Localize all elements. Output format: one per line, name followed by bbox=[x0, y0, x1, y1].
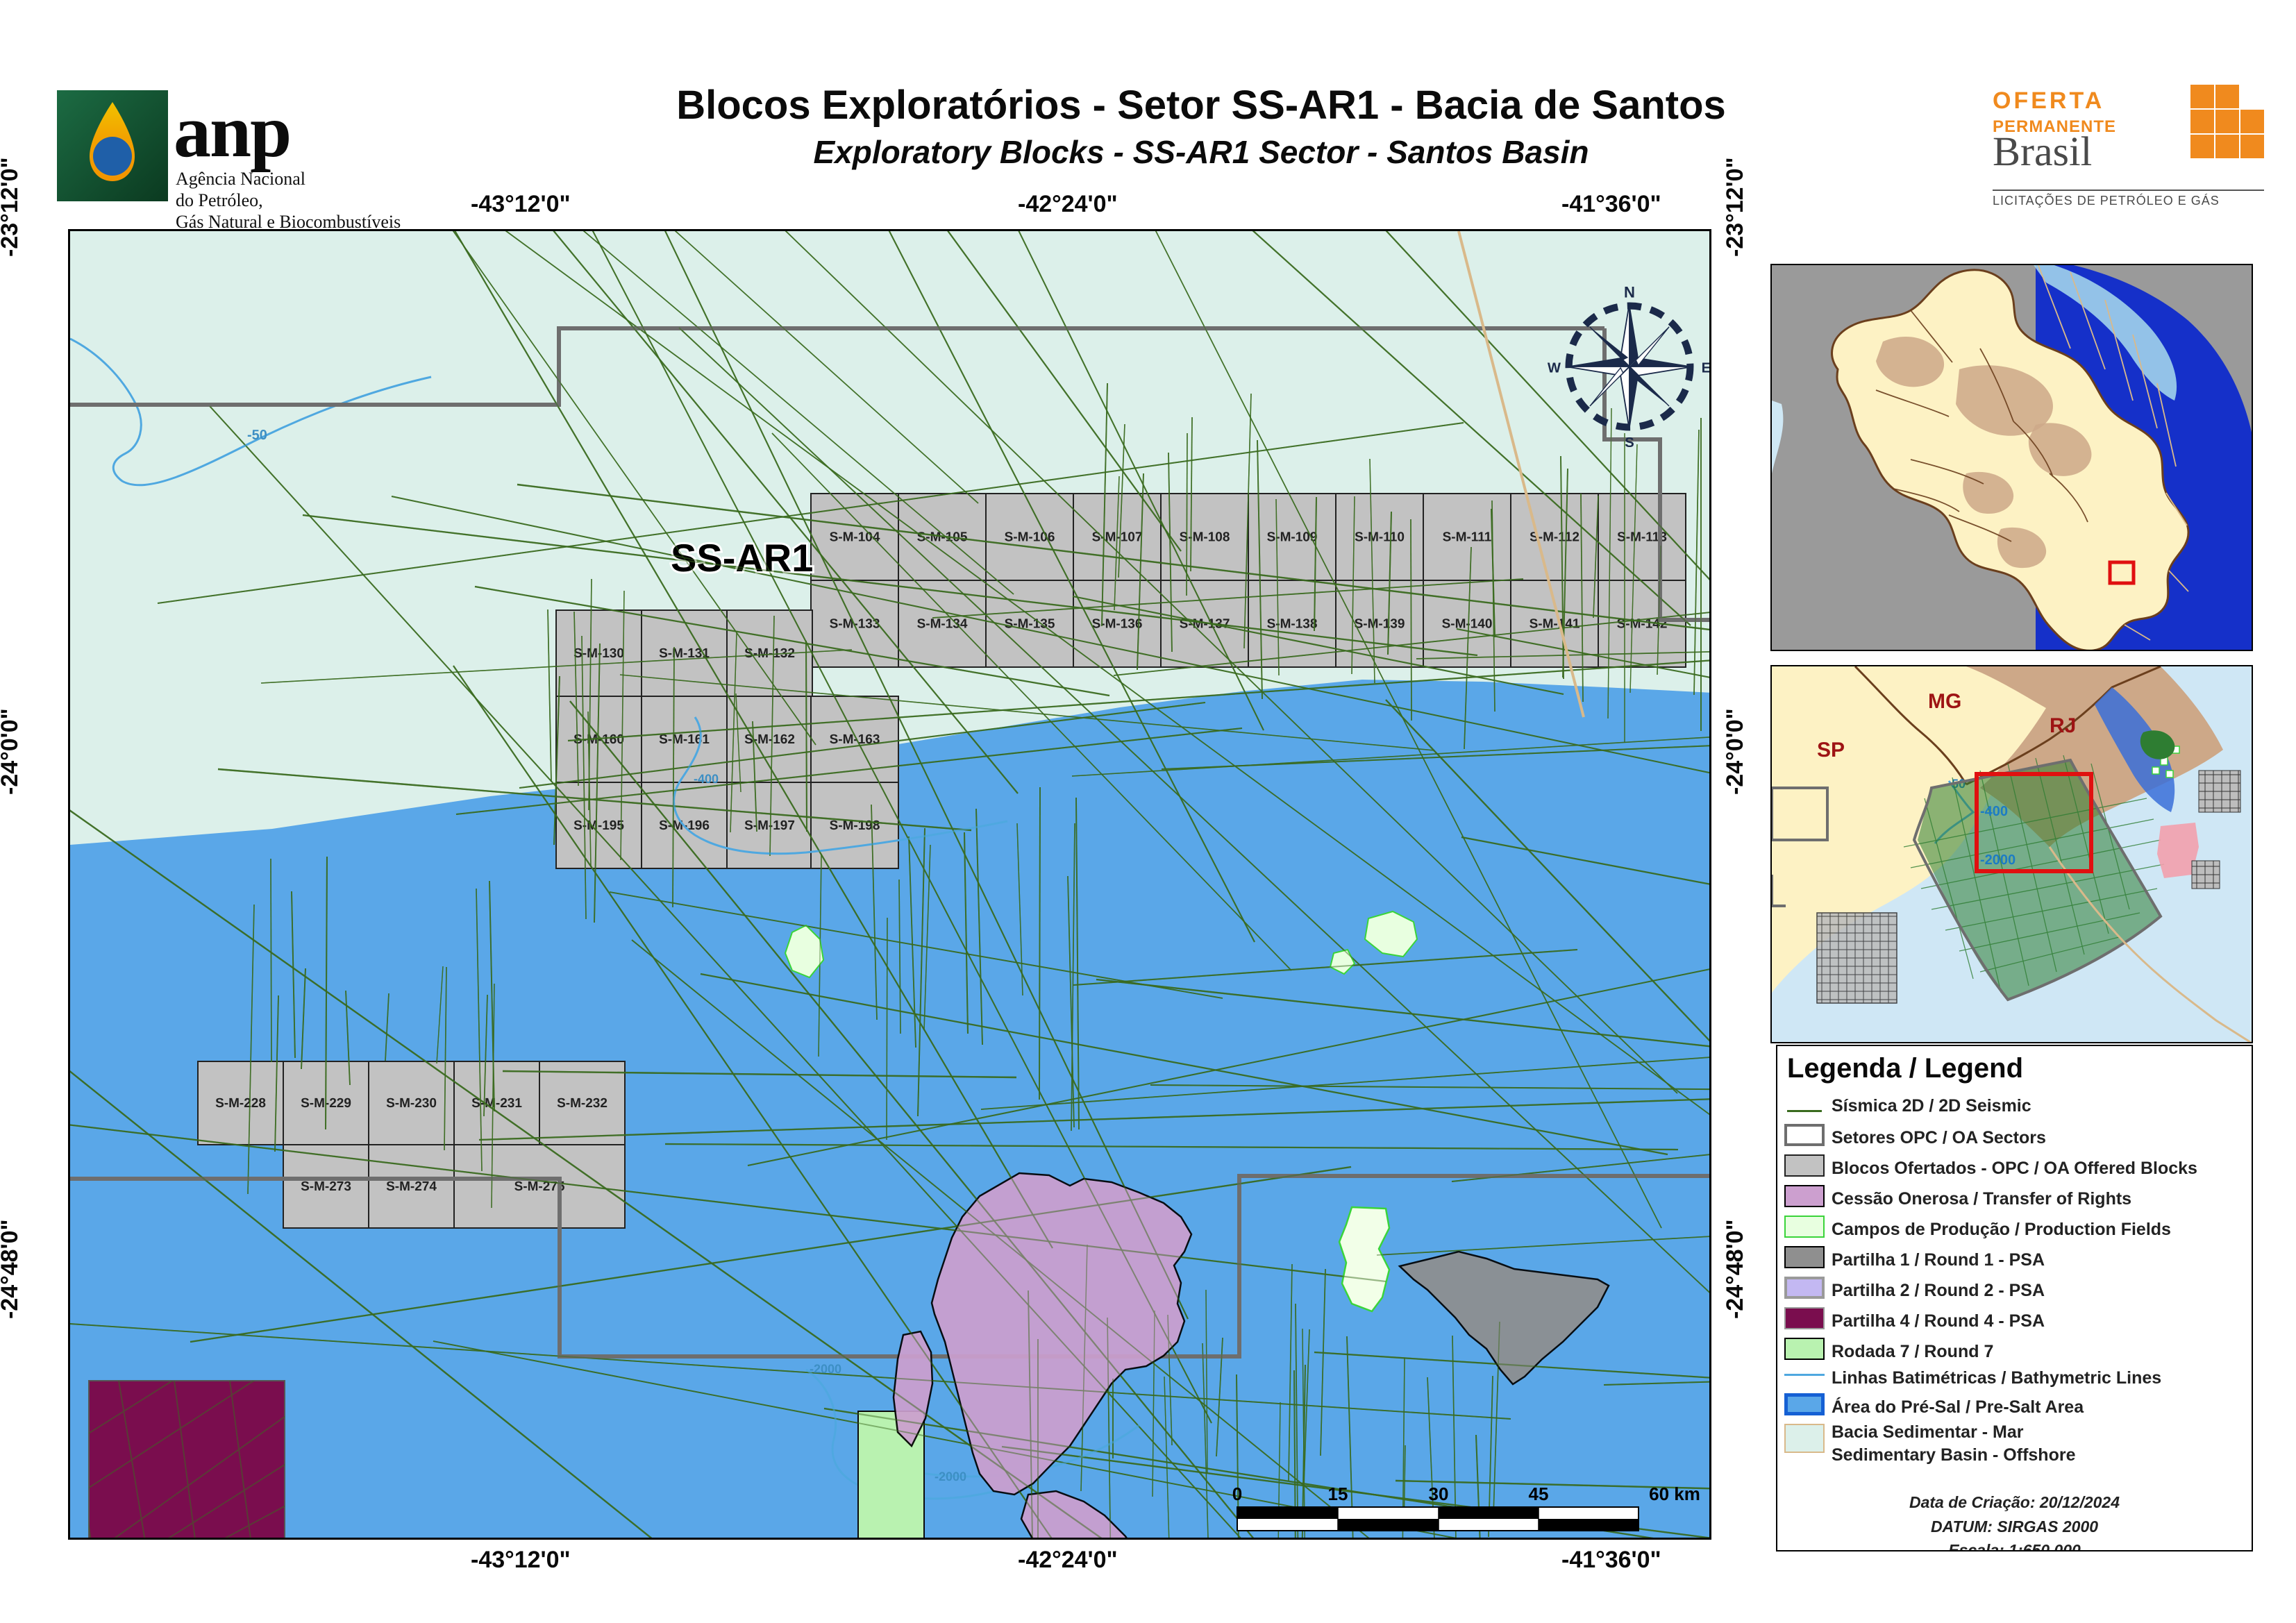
svg-text:S-M-162: S-M-162 bbox=[744, 732, 795, 747]
svg-text:S-M-197: S-M-197 bbox=[744, 818, 795, 833]
svg-text:-2000: -2000 bbox=[1980, 852, 2016, 868]
svg-text:S-M-139: S-M-139 bbox=[1355, 617, 1405, 632]
svg-text:S-M-274: S-M-274 bbox=[386, 1179, 437, 1194]
svg-text:15: 15 bbox=[1328, 1483, 1348, 1504]
svg-text:SP: SP bbox=[1817, 739, 1845, 762]
svg-text:RJ: RJ bbox=[2050, 714, 2076, 737]
svg-text:S: S bbox=[1625, 435, 1634, 451]
svg-text:S-M-230: S-M-230 bbox=[386, 1096, 437, 1111]
svg-text:N: N bbox=[1624, 284, 1635, 301]
svg-text:-400: -400 bbox=[1980, 804, 2008, 819]
svg-text:S-M-273: S-M-273 bbox=[301, 1179, 351, 1194]
svg-text:E: E bbox=[1702, 360, 1711, 376]
svg-text:S-M-109: S-M-109 bbox=[1267, 530, 1318, 545]
svg-text:-50: -50 bbox=[247, 428, 267, 443]
svg-text:MG: MG bbox=[1928, 690, 1961, 713]
svg-text:OFERTA: OFERTA bbox=[1993, 87, 2104, 114]
svg-text:-400: -400 bbox=[694, 772, 719, 786]
svg-text:W: W bbox=[1548, 360, 1561, 376]
svg-text:30: 30 bbox=[1429, 1483, 1449, 1504]
svg-text:S-M-130: S-M-130 bbox=[573, 646, 624, 661]
svg-text:S-M-228: S-M-228 bbox=[215, 1096, 266, 1111]
svg-text:S-M-275: S-M-275 bbox=[514, 1179, 565, 1194]
svg-text:S-M-136: S-M-136 bbox=[1092, 617, 1143, 632]
svg-text:S-M-195: S-M-195 bbox=[573, 818, 624, 833]
svg-text:-2000: -2000 bbox=[935, 1470, 966, 1483]
svg-text:60 km: 60 km bbox=[1649, 1483, 1700, 1504]
svg-text:0: 0 bbox=[1232, 1483, 1242, 1504]
svg-text:S-M-161: S-M-161 bbox=[659, 732, 710, 747]
svg-text:S-M-134: S-M-134 bbox=[917, 617, 968, 632]
svg-text:S-M-140: S-M-140 bbox=[1442, 617, 1493, 632]
svg-text:S-M-232: S-M-232 bbox=[557, 1096, 607, 1111]
svg-text:Brasil: Brasil bbox=[1993, 128, 2092, 174]
svg-text:S-M-110: S-M-110 bbox=[1355, 530, 1405, 545]
svg-text:45: 45 bbox=[1529, 1483, 1549, 1504]
svg-text:S-M-105: S-M-105 bbox=[917, 530, 968, 545]
svg-text:S-M-138: S-M-138 bbox=[1267, 617, 1318, 632]
svg-text:S-M-111: S-M-111 bbox=[1443, 530, 1492, 545]
